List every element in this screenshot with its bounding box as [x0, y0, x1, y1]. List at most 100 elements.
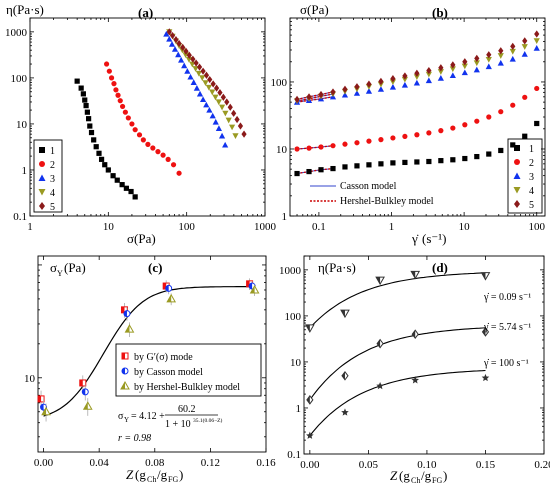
d-xtick-0.20: 0.20: [534, 459, 550, 471]
hb-line-s4: [296, 93, 334, 102]
legend-c-label-2: by Hershel-Bulkley model: [134, 382, 240, 393]
a-point-s3-9: [190, 79, 197, 85]
b-point-s4-15: [473, 60, 480, 67]
c-point-s1-1: [81, 388, 89, 396]
b-point-s3-14: [461, 69, 468, 76]
b-point-s2-18: [510, 102, 516, 108]
svg-text:Z: Z: [126, 467, 134, 482]
hb-line-s2: [296, 145, 334, 150]
a-ytick-10: 10: [16, 119, 28, 131]
b-point-s3-9: [401, 81, 408, 88]
a-point-s4-12: [205, 84, 212, 91]
a-point-s1-1: [78, 85, 84, 91]
a-point-s3-11: [196, 90, 204, 97]
b-point-s2-12: [438, 128, 444, 134]
b-point-s5-3: [330, 88, 336, 96]
b-point-s2-1: [306, 145, 312, 151]
annotation-rate-100: γ̇ = 100 s⁻¹: [483, 358, 529, 369]
line-legend-b: Casson model Hershel-Bulkley model: [310, 181, 434, 207]
d-point-s2-4: [481, 373, 490, 382]
a-point-s2-0: [103, 61, 110, 67]
a-point-s1-7: [87, 123, 93, 129]
b-point-s2-8: [390, 135, 396, 141]
b-point-s1-13: [450, 157, 456, 163]
a-point-s2-13: [140, 137, 146, 143]
b-point-s1-7: [378, 161, 384, 167]
fit-curves-d: [309, 272, 486, 437]
a-xtick-1: 1: [27, 221, 33, 233]
legend-b: 1 2 3 4 5: [507, 138, 543, 214]
legend-box-c: [115, 343, 262, 397]
b-point-s2-2: [318, 144, 324, 150]
a-point-s5-21: [237, 122, 244, 130]
d-xtick-0.15: 0.15: [476, 459, 496, 471]
c-point-s0-1: [79, 379, 87, 387]
ylabel-d: η(Pa·s): [318, 260, 356, 275]
a-ytick-0.1: 0.1: [13, 211, 27, 223]
a-point-s3-13: [203, 101, 210, 108]
b-point-s1-6: [366, 162, 372, 168]
b-point-s5-0: [294, 95, 300, 103]
legend-b-marker-3: [513, 172, 521, 179]
c-point-s2-2: [124, 324, 135, 333]
svg-text:Z: Z: [390, 468, 398, 483]
d-ytick-1: 1: [296, 403, 302, 415]
a-point-s5-4: [180, 43, 186, 51]
xlabel-c: Z (g Ch /g FG ): [126, 467, 183, 484]
b-point-s4-17: [497, 53, 504, 59]
a-point-s5-12: [207, 75, 213, 84]
b-point-s5-18: [510, 42, 516, 50]
d-fit-curve-0: [309, 272, 486, 329]
b-point-s1-16: [486, 151, 492, 157]
b-point-s5-13: [450, 61, 456, 69]
a-point-s2-15: [150, 145, 156, 151]
b-xtick-10: 10: [459, 221, 471, 233]
b-point-s5-2: [318, 90, 324, 99]
a-point-s4-6: [185, 56, 193, 63]
svg-text:Y: Y: [124, 416, 129, 424]
d-point-s2-2: [376, 382, 384, 390]
b-point-s1-0: [294, 170, 300, 177]
a-point-s4-10: [199, 75, 206, 81]
a-point-s3-4: [175, 51, 182, 58]
a-point-s4-14: [212, 94, 219, 101]
b-point-s5-4: [342, 85, 348, 93]
b-point-s2-9: [402, 133, 408, 140]
panel-a: η(Pa·s) σ(Pa) (a) 1 10 100 10000.1110100100…: [5, 2, 277, 246]
svg-text:= 4.12 +: = 4.12 +: [131, 411, 165, 422]
legend-box-a: [33, 139, 63, 213]
d-point-s0-1: [340, 309, 350, 319]
c-xtick-0.00: 0.00: [34, 457, 54, 469]
a-point-s3-18: [218, 132, 226, 139]
a-xtick-1000: 1000: [254, 221, 277, 233]
a-point-s5-13: [210, 80, 216, 88]
plot-frame-a: [29, 17, 266, 217]
legend-a-marker-1: [39, 147, 45, 153]
svg-text:60.2: 60.2: [178, 404, 196, 415]
ylabel-c-sub: Y: [57, 269, 63, 278]
a-point-s5-16: [220, 93, 226, 101]
b-point-s4-18: [509, 48, 516, 55]
b-point-s5-14: [462, 58, 468, 66]
svg-text:FG: FG: [168, 475, 178, 484]
a-point-s5-8: [193, 59, 199, 67]
b-point-s1-8: [390, 160, 396, 166]
b-point-s3-10: [413, 79, 420, 86]
svg-text:FG: FG: [432, 476, 442, 485]
a-point-s3-19: [222, 141, 229, 148]
legend-a-label-2: 2: [50, 160, 55, 171]
b-point-s4-11: [425, 71, 432, 78]
a-point-s3-0: [163, 30, 170, 37]
legend-a-label-4: 4: [50, 188, 55, 199]
marks-b: [293, 30, 540, 177]
a-point-s2-4: [113, 87, 119, 93]
b-point-s1-4: [342, 164, 348, 170]
legend-c: by G′(σ) mode by Casson model by Hershel-B…: [115, 343, 262, 397]
legend-b-marker-5: [514, 200, 520, 208]
a-ytick-1: 1: [22, 165, 28, 177]
b-point-s2-20: [534, 85, 540, 92]
legend-a-marker-5: [39, 202, 45, 210]
a-point-s5-22: [241, 130, 247, 138]
a-point-s3-2: [168, 41, 176, 47]
a-point-s2-16: [155, 149, 161, 155]
